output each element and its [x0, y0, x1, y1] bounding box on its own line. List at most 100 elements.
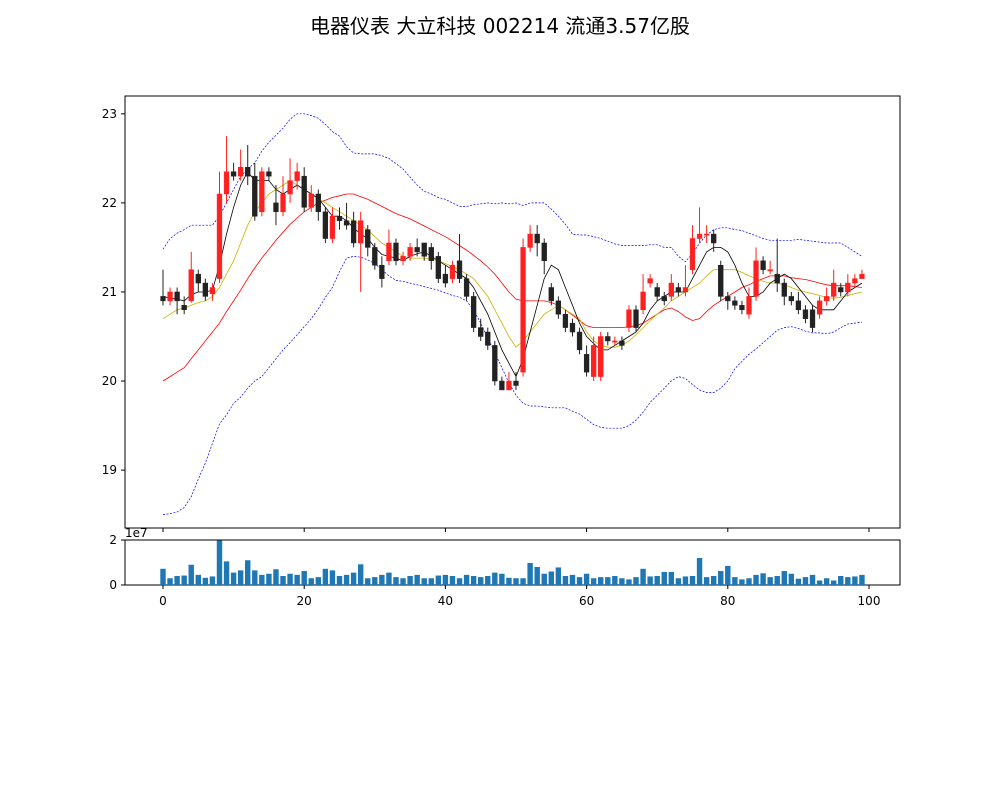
candle-body	[259, 171, 265, 213]
xtick-label: 100	[858, 594, 881, 608]
volume-bar	[774, 576, 780, 585]
volume-bar	[534, 567, 540, 585]
volume-bar	[626, 579, 632, 585]
volume-bar	[273, 569, 279, 585]
candle-body	[492, 345, 498, 382]
candle-body	[654, 287, 660, 297]
candle-body	[711, 233, 717, 244]
candle-body	[301, 175, 307, 208]
volume-bar	[386, 572, 392, 585]
volume-bar	[767, 577, 773, 585]
volume-bar	[619, 578, 625, 585]
volume-bar	[322, 568, 329, 585]
volume-bar	[541, 573, 547, 585]
volume-bar	[393, 577, 399, 585]
candle-body	[407, 247, 413, 257]
volume-bar	[181, 575, 187, 585]
candle-body	[252, 175, 258, 217]
volume-bar	[463, 574, 470, 585]
candle-body	[774, 273, 780, 284]
candle-body	[845, 282, 851, 293]
candle-body	[421, 242, 427, 257]
volume-bar	[562, 576, 569, 585]
volume-bar	[470, 576, 477, 585]
candle-body	[266, 171, 272, 177]
volume-bar	[598, 577, 604, 585]
volume-bar	[188, 564, 194, 585]
volume-bar	[640, 568, 646, 585]
volume-bar	[633, 577, 639, 585]
candle-body	[513, 380, 519, 386]
volume-bar	[245, 560, 251, 585]
xtick-label: 60	[579, 594, 594, 608]
volume-bar	[576, 577, 583, 585]
candle-body	[400, 256, 406, 262]
volume-bar	[287, 573, 293, 585]
bollinger-upper-line	[162, 113, 863, 263]
candle-body	[619, 340, 625, 346]
volume-bar	[710, 576, 717, 585]
candle-body	[294, 171, 300, 181]
volume-bar	[492, 572, 498, 585]
ma10-line	[162, 180, 862, 348]
volume-bar	[329, 570, 336, 585]
candle-body	[329, 215, 336, 239]
candle-body	[732, 300, 738, 306]
volume-bar	[301, 571, 307, 585]
candle-body	[626, 309, 632, 328]
candle-body	[520, 247, 526, 373]
candle-body	[852, 278, 858, 284]
volume-bar	[527, 562, 533, 585]
volume-bar	[689, 576, 696, 585]
volume-bar	[845, 577, 851, 585]
volume-bar	[809, 574, 816, 585]
candle-body	[428, 247, 434, 262]
candle-body	[746, 296, 752, 315]
candle-body	[245, 167, 251, 177]
volume-bar	[647, 576, 653, 585]
ma5-line	[162, 170, 863, 378]
volume-bar	[379, 574, 385, 585]
volume-bar	[357, 564, 364, 585]
volume-bar	[838, 576, 844, 585]
volume-bar	[414, 574, 420, 585]
candle-body	[365, 229, 371, 248]
candle-body	[188, 269, 194, 302]
volume-bar	[605, 577, 611, 585]
candle-body	[470, 296, 477, 328]
volume-bar	[230, 572, 237, 585]
candle-body	[308, 193, 314, 208]
volume-bar	[506, 577, 512, 585]
volume-bar	[400, 578, 406, 585]
price-ytick-label: 23	[102, 107, 117, 121]
volume-bar	[682, 576, 689, 585]
candle-body	[802, 309, 809, 319]
volume-bar	[520, 578, 526, 585]
volume-bar	[781, 571, 787, 585]
candle-body	[280, 193, 286, 213]
volume-bar	[485, 576, 491, 585]
volume-bar	[612, 576, 618, 585]
bollinger-lower-line	[162, 255, 862, 515]
volume-bar	[456, 578, 463, 585]
volume-bar	[435, 575, 442, 585]
volume-bar	[478, 577, 484, 585]
volume-bar	[590, 578, 597, 585]
volume-bar	[661, 571, 667, 585]
candle-body	[449, 264, 456, 279]
candle-body	[541, 242, 547, 262]
volume-bar	[499, 573, 505, 585]
volume-ytick-label: 0	[109, 578, 117, 592]
candle-body	[195, 273, 201, 284]
volume-bar	[802, 577, 809, 585]
candle-body	[456, 260, 463, 279]
candle-body	[633, 309, 639, 328]
volume-bar	[718, 571, 724, 585]
volume-bar	[823, 578, 830, 585]
candle-body	[322, 211, 329, 239]
candle-body	[230, 171, 237, 177]
candle-body	[809, 309, 816, 328]
candle-body	[435, 256, 441, 279]
candle-body	[823, 296, 830, 302]
